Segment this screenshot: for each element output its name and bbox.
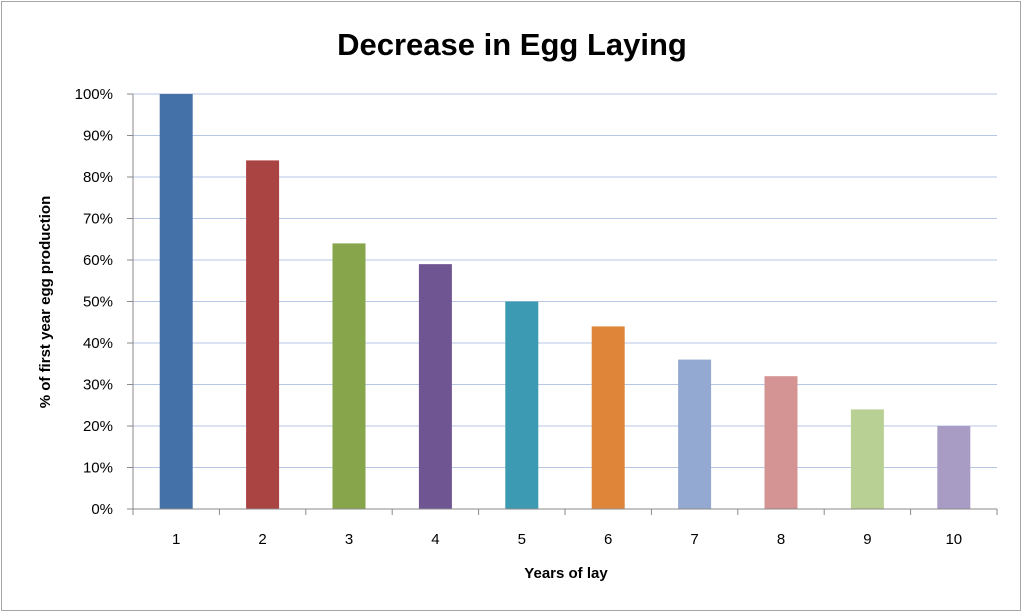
y-tick-label: 0% [91, 501, 113, 518]
x-tick-label: 6 [604, 531, 612, 548]
bar-year-3 [332, 243, 366, 509]
bar-year-1 [159, 94, 193, 509]
x-tick-label: 3 [345, 531, 353, 548]
x-axis-title: Years of lay [524, 565, 608, 582]
y-tick-label: 80% [83, 169, 113, 186]
bar-year-10 [937, 426, 971, 509]
y-axis-tick-labels: 0% 10% 20% 30% 40% 50% 60% 70% 80% 90% 100% [75, 86, 113, 518]
x-tick-label: 5 [518, 531, 526, 548]
x-axis-tick-labels: 1 2 3 4 5 6 7 8 9 10 [172, 531, 962, 548]
bar-year-7 [678, 359, 712, 509]
y-tick-label: 70% [83, 211, 113, 228]
y-tick-label: 30% [83, 377, 113, 394]
x-tick-label: 7 [690, 531, 698, 548]
x-tick-label: 2 [258, 531, 266, 548]
y-tick-label: 100% [75, 86, 113, 103]
bar-year-2 [246, 160, 280, 509]
y-axis-title: % of first year egg production [37, 196, 54, 409]
y-tick-label: 90% [83, 128, 113, 145]
bar-year-4 [418, 264, 452, 509]
bars [159, 94, 971, 509]
bar-year-8 [764, 376, 798, 509]
y-tick-label: 20% [83, 418, 113, 435]
x-tick-label: 8 [777, 531, 785, 548]
x-tick-label: 4 [431, 531, 439, 548]
x-tick-label: 9 [863, 531, 871, 548]
x-tick-label: 10 [945, 531, 962, 548]
bar-year-9 [850, 409, 884, 509]
y-tick-label: 10% [83, 460, 113, 477]
y-tick-label: 40% [83, 335, 113, 352]
chart-title: Decrease in Egg Laying [337, 27, 687, 62]
x-tick-label: 1 [172, 531, 180, 548]
y-tick-label: 60% [83, 252, 113, 269]
bar-year-5 [505, 301, 539, 509]
bar-year-6 [591, 326, 625, 509]
axes [127, 93, 998, 515]
y-tick-label: 50% [83, 294, 113, 311]
